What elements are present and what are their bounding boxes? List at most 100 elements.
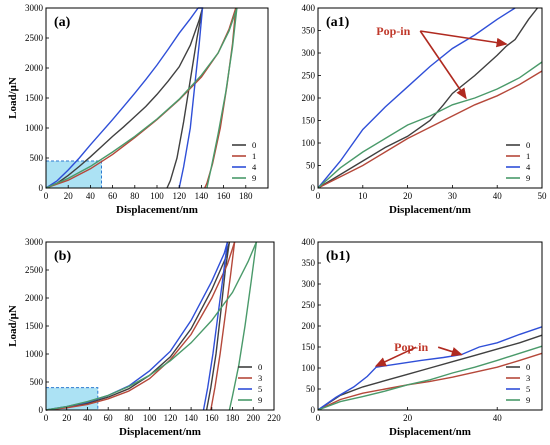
y-tick-label: 0 [39, 405, 44, 415]
series-9-unloading-line [228, 241, 258, 411]
series-9-loading-line [317, 61, 543, 189]
panel-a1: 0 10 20 30 40 50050100150200250300350400Displ… [302, 3, 548, 216]
x-tick-label: 20 [403, 413, 413, 423]
y-axis-title: Load/μN [7, 305, 19, 347]
panel-label: (a1) [326, 15, 350, 30]
panel-b1: 0 20 40050100150200250300350400Displacemen… [302, 237, 543, 438]
y-tick-label: 2000 [25, 63, 44, 73]
x-tick-label: 120 [172, 191, 186, 201]
series-0-loading-line [317, 7, 539, 189]
series-3-loading-line [45, 241, 236, 411]
y-axis-title: Load/μN [7, 77, 19, 119]
y-tick-label: 2500 [25, 265, 44, 275]
pop-in-arrow [420, 30, 508, 48]
x-axis-title: Displacement/nm [116, 204, 198, 216]
legend-label-5: 5 [526, 384, 530, 394]
plot-frame [317, 7, 543, 189]
x-tick-label: 80 [124, 413, 134, 423]
y-tick-label: 350 [302, 258, 316, 268]
series-9-loading-line [45, 241, 258, 411]
x-tick-label: 0 [316, 191, 321, 201]
x-tick-label: 220 [267, 413, 281, 423]
x-tick-label: 40 [493, 413, 503, 423]
series-0-loading-line [45, 241, 231, 411]
series-5-loading-line [45, 241, 229, 411]
x-tick-label: 180 [239, 191, 253, 201]
legend-label-3: 3 [526, 373, 530, 383]
x-tick-label: 50 [538, 191, 548, 201]
series-3-unloading-line [210, 241, 236, 411]
pop-in-arrow [374, 346, 417, 367]
x-tick-label: 0 [44, 191, 49, 201]
legend-label-9: 9 [252, 173, 256, 183]
y-tick-label: 300 [302, 279, 316, 289]
panel-b: 0 20 40 60 80 100 120 140 160 180 200 220 0 500 1000 15… [7, 237, 281, 438]
y-tick-label: 350 [302, 26, 316, 36]
panel-label: (b) [54, 249, 71, 264]
panel-label: (b1) [326, 249, 350, 264]
x-tick-label: 0 [316, 413, 321, 423]
x-tick-label: 0 [44, 413, 49, 423]
series-0-loading-line [317, 334, 543, 411]
x-axis-title: Displacement/nm [389, 204, 471, 216]
x-tick-label: 100 [143, 413, 157, 423]
series-1-unloading-line [204, 7, 237, 189]
legend-label-9: 9 [526, 173, 530, 183]
legend-label-0: 0 [526, 362, 530, 372]
x-tick-label: 40 [86, 191, 96, 201]
x-tick-label: 60 [104, 413, 114, 423]
y-tick-label: 1000 [25, 123, 44, 133]
x-tick-label: 40 [493, 191, 503, 201]
y-tick-label: 250 [302, 71, 316, 81]
y-tick-label: 200 [302, 321, 316, 331]
plot-frame [45, 241, 275, 411]
y-tick-label: 1000 [25, 349, 44, 359]
series-4-unloading-line [178, 7, 204, 189]
panel-a: 0 20 40 60 80 100 120 140 160 1800500100015002000… [7, 3, 269, 216]
series-9-loading-line [45, 7, 238, 189]
legend-label-9: 9 [526, 395, 530, 405]
series-5-unloading-line [202, 241, 229, 411]
y-tick-label: 3000 [25, 3, 44, 13]
x-tick-label: 20 [64, 191, 74, 201]
legend-label-4: 4 [252, 162, 257, 172]
y-tick-label: 150 [302, 342, 316, 352]
y-tick-label: 400 [302, 3, 316, 13]
x-tick-label: 160 [205, 413, 219, 423]
series-9-loading-line [317, 345, 543, 411]
series-4-loading-line [317, 7, 516, 189]
y-tick-label: 1500 [25, 93, 44, 103]
legend-label-0: 0 [258, 362, 262, 372]
legend-label-3: 3 [258, 373, 262, 383]
x-axis-title: Displacement/nm [119, 426, 201, 438]
y-tick-label: 200 [302, 93, 316, 103]
x-tick-label: 100 [150, 191, 164, 201]
y-tick-label: 2000 [25, 293, 44, 303]
x-tick-label: 200 [247, 413, 261, 423]
y-tick-label: 250 [302, 300, 316, 310]
y-tick-label: 100 [302, 138, 316, 148]
pop-in-arrow [419, 30, 467, 100]
pop-in-annotation: Pop-in [394, 340, 428, 354]
legend-label-4: 4 [526, 162, 531, 172]
pop-in-arrow [437, 346, 463, 357]
x-tick-label: 120 [164, 413, 178, 423]
legend-label-1: 1 [526, 151, 530, 161]
series-0-loading-line [45, 7, 204, 189]
x-tick-label: 60 [108, 191, 118, 201]
y-tick-label: 3000 [25, 237, 44, 247]
x-tick-label: 160 [217, 191, 231, 201]
y-tick-label: 50 [306, 384, 316, 394]
y-tick-label: 2500 [25, 33, 44, 43]
x-axis-title: Displacement/nm [389, 426, 471, 438]
x-tick-label: 20 [62, 413, 72, 423]
y-tick-label: 400 [302, 237, 316, 247]
series-1-loading-line [317, 70, 543, 189]
y-tick-label: 0 [311, 405, 316, 415]
y-tick-label: 100 [302, 363, 316, 373]
y-tick-label: 1500 [25, 321, 44, 331]
x-tick-label: 140 [184, 413, 198, 423]
series-5-loading-line [317, 326, 543, 411]
x-tick-label: 10 [358, 191, 368, 201]
